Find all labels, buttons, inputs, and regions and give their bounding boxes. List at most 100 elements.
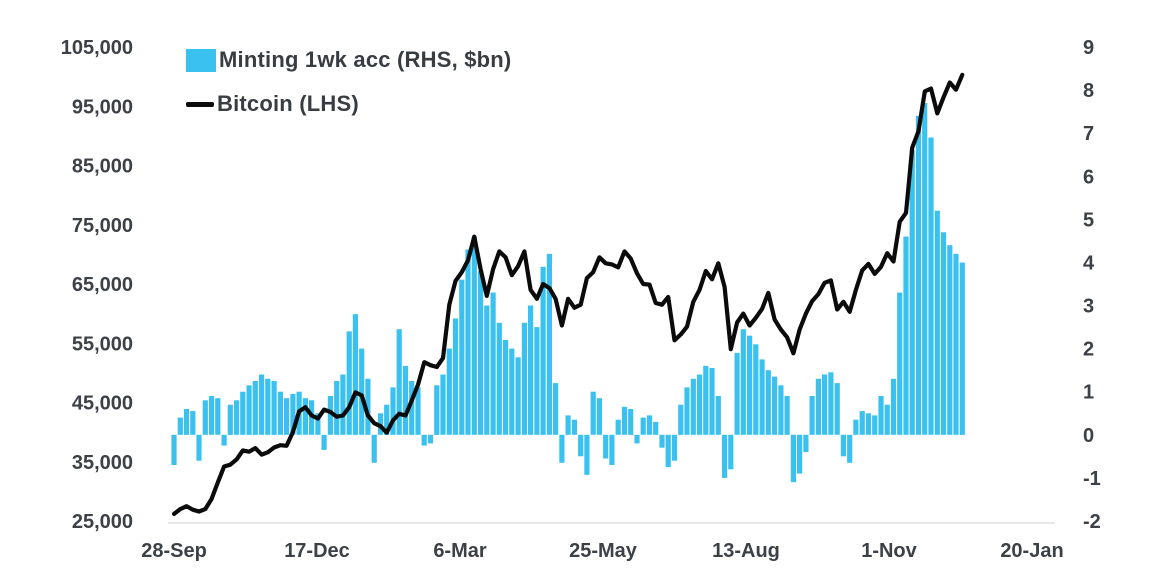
minting-bar: [302, 398, 308, 435]
minting-bar: [784, 396, 790, 435]
minting-bar: [740, 329, 746, 435]
left-axis-tick: 75,000: [72, 215, 133, 237]
minting-bar: [546, 253, 552, 435]
minting-bar: [252, 381, 258, 435]
minting-bar: [747, 335, 753, 435]
right-axis-tick: -1: [1083, 468, 1101, 490]
minting-bar: [528, 305, 534, 435]
minting-bar: [847, 434, 853, 463]
minting-bar: [234, 400, 240, 435]
minting-bar: [703, 365, 709, 435]
minting-bar: [284, 398, 290, 435]
minting-bar: [690, 378, 696, 435]
minting-bar: [271, 381, 277, 435]
minting-bar: [459, 279, 465, 435]
minting-bar: [615, 419, 621, 435]
minting-bar: [778, 385, 784, 435]
minting-bar: [897, 292, 903, 435]
minting-bar: [465, 249, 471, 435]
minting-bar: [665, 434, 671, 468]
minting-bar: [559, 434, 565, 463]
minting-bar: [440, 374, 446, 435]
minting-bar: [940, 232, 947, 435]
x-axis-labels: 28-Sep 17-Dec 6-Mar 25-May 13-Aug 1-Nov 20-Jan: [141, 540, 1063, 562]
minting-bar: [584, 434, 590, 475]
minting-bar: [634, 434, 640, 444]
right-axis-tick: 4: [1083, 252, 1095, 274]
minting-bar: [221, 434, 227, 446]
minting-bar: [315, 413, 321, 435]
minting-bar: [290, 393, 296, 435]
minting-bar: [421, 434, 427, 446]
right-axis-tick: 3: [1083, 296, 1094, 318]
minting-bar: [265, 378, 271, 435]
minting-bar: [809, 396, 815, 435]
minting-bar: [478, 271, 484, 435]
minting-bar: [565, 415, 571, 435]
minting-bar: [534, 327, 540, 435]
minting-bar: [922, 103, 928, 435]
minting-bar: [834, 383, 840, 435]
right-axis-tick: 2: [1083, 339, 1094, 361]
minting-bar: [371, 434, 377, 463]
minting-bar: [346, 331, 352, 435]
minting-bar: [515, 357, 521, 435]
minting-bar: [772, 376, 778, 435]
legend-item-bitcoin: Bitcoin (LHS): [186, 88, 511, 120]
minting-bar: [822, 374, 828, 435]
minting-bar: [452, 318, 459, 435]
minting-bar: [790, 434, 796, 483]
minting-bar-swatch-icon: [186, 48, 216, 72]
right-axis-tick: 8: [1083, 80, 1094, 102]
right-axis-tick: 6: [1083, 166, 1094, 188]
minting-bar: [259, 374, 265, 435]
minting-bar: [872, 415, 878, 435]
minting-bar: [327, 396, 333, 435]
x-axis-tick: 17-Dec: [284, 540, 350, 562]
minting-bar: [953, 253, 959, 435]
minting-bar: [227, 404, 233, 435]
left-axis-tick: 65,000: [72, 274, 133, 296]
minting-bar: [903, 236, 909, 435]
minting-bar: [177, 417, 183, 435]
left-axis-tick: 105,000: [61, 37, 133, 59]
minting-bar: [334, 381, 340, 435]
minting-bar: [640, 417, 646, 435]
x-axis-tick: 1-Nov: [861, 540, 917, 562]
minting-bar: [853, 419, 859, 435]
minting-bar: [947, 245, 953, 435]
minting-bar: [390, 387, 396, 435]
right-axis-tick: 0: [1083, 425, 1094, 447]
minting-bar: [553, 383, 559, 435]
minting-bar: [402, 365, 409, 435]
left-axis-tick: 85,000: [72, 156, 133, 178]
minting-bar: [446, 348, 452, 435]
minting-bar: [909, 150, 915, 435]
minting-bar: [684, 387, 690, 435]
minting-bar: [509, 348, 515, 435]
minting-bar: [540, 266, 546, 435]
minting-bar: [915, 115, 922, 435]
minting-bar: [427, 434, 434, 444]
minting-bar: [396, 329, 402, 435]
minting-bar: [190, 411, 196, 435]
minting-bar: [628, 409, 634, 435]
left-axis-tick: 55,000: [72, 333, 133, 355]
minting-bar: [815, 378, 821, 435]
minting-bar: [359, 348, 365, 435]
right-axis-tick: 9: [1083, 37, 1094, 59]
right-axis-tick: 5: [1083, 209, 1094, 231]
x-axis-tick: 28-Sep: [141, 540, 207, 562]
x-axis-tick: 13-Aug: [712, 540, 780, 562]
minting-bar: [803, 434, 809, 452]
minting-bar: [765, 370, 771, 435]
legend: Minting 1wk acc (RHS, $bn) Bitcoin (LHS): [186, 44, 511, 132]
legend-item-minting: Minting 1wk acc (RHS, $bn): [186, 44, 511, 76]
minting-bar: [471, 236, 477, 435]
minting-bar: [578, 434, 584, 457]
minting-bar: [352, 314, 358, 435]
right-axis-tick: 7: [1083, 123, 1094, 145]
minting-bar: [434, 385, 440, 435]
minting-bar: [409, 381, 415, 435]
